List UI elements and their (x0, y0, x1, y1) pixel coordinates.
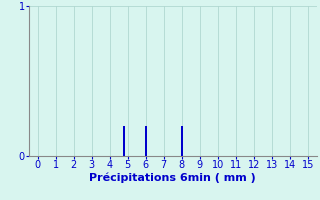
Bar (181, 126, 183, 156)
X-axis label: Précipitations 6min ( mm ): Précipitations 6min ( mm ) (89, 173, 256, 183)
Bar (145, 126, 147, 156)
Bar (123, 126, 125, 156)
